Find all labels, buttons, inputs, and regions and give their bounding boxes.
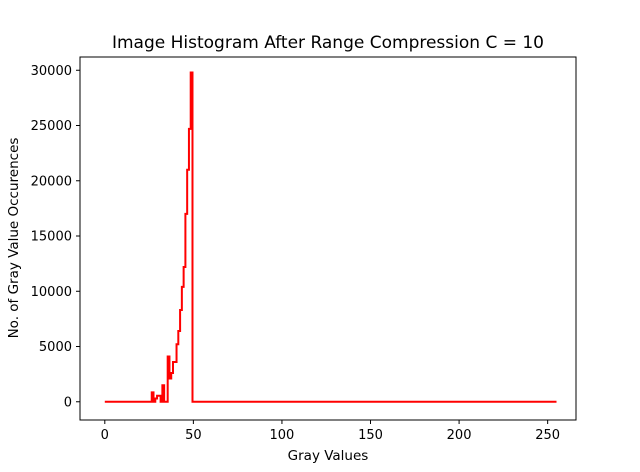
y-tick-label: 20000 bbox=[31, 174, 72, 189]
y-axis-label: No. of Gray Value Occurences bbox=[6, 138, 22, 339]
x-tick-label: 200 bbox=[447, 428, 472, 443]
y-tick-label: 10000 bbox=[31, 285, 72, 300]
y-tick-label: 15000 bbox=[31, 230, 72, 245]
y-tick-label: 30000 bbox=[31, 64, 72, 79]
plot-frame bbox=[79, 56, 577, 421]
x-tick-label: 50 bbox=[185, 428, 202, 443]
y-tick-label: 25000 bbox=[31, 119, 72, 134]
histogram-series-line bbox=[104, 71, 557, 403]
x-tick-label: 0 bbox=[101, 428, 109, 443]
x-tick-label: 150 bbox=[358, 428, 383, 443]
x-axis-label: Gray Values bbox=[288, 448, 369, 464]
x-tick-label: 100 bbox=[270, 428, 295, 443]
x-tick-label: 250 bbox=[535, 428, 560, 443]
y-tick-label: 5000 bbox=[39, 340, 72, 355]
chart-title: Image Histogram After Range Compression … bbox=[112, 33, 544, 53]
y-tick-label: 0 bbox=[64, 395, 72, 410]
